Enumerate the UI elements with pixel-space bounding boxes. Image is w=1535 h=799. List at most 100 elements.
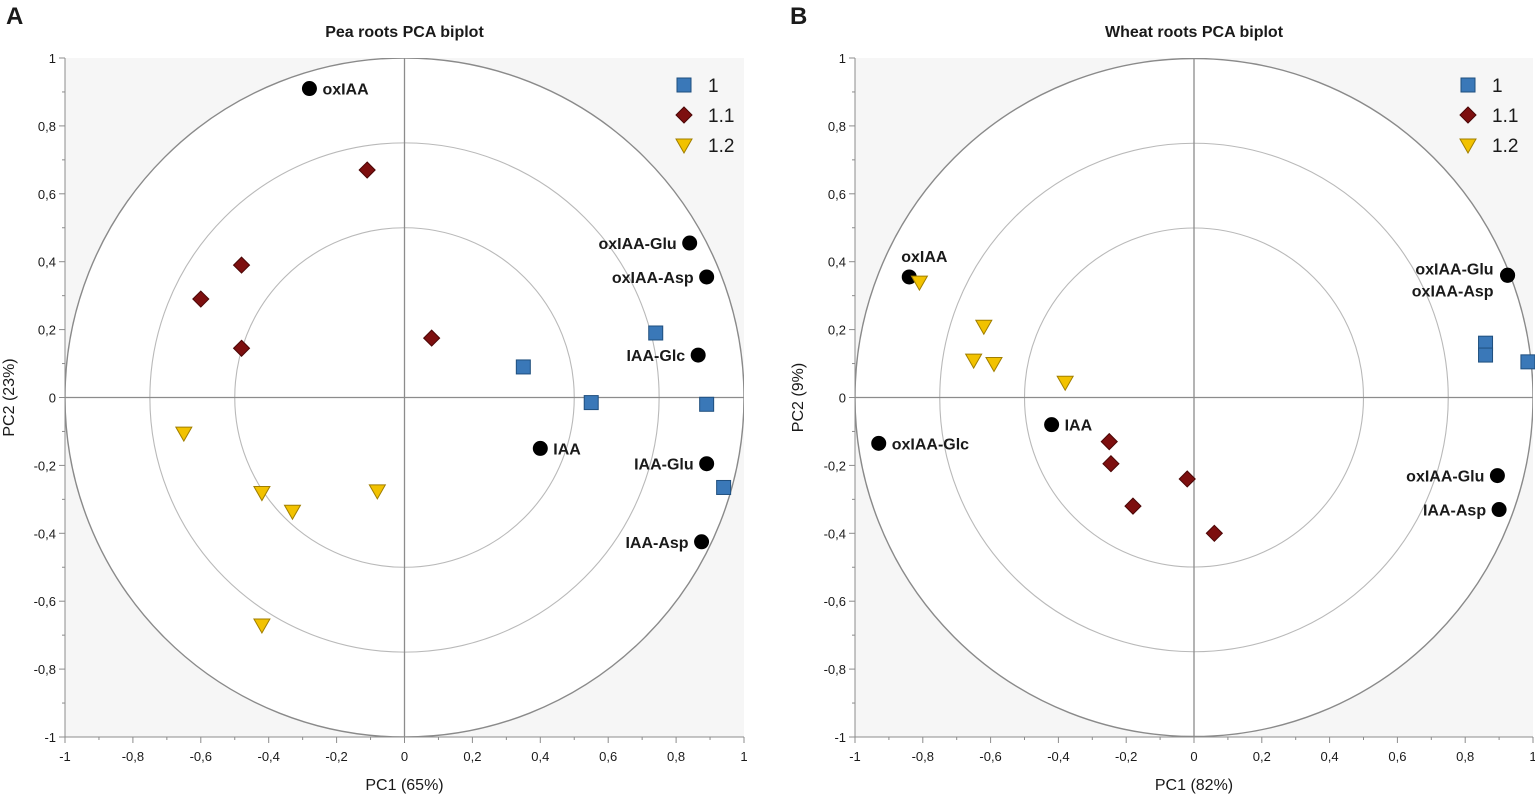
variable-point <box>699 269 715 285</box>
variable-label: oxIAA <box>322 82 369 99</box>
y-tick-label: 1 <box>839 51 846 66</box>
variable-point <box>532 440 548 456</box>
x-tick-label: 0,2 <box>463 749 481 764</box>
legend-label: 1 <box>708 76 719 97</box>
x-tick-label: -0,4 <box>257 749 279 764</box>
x-tick-label: 0,6 <box>599 749 617 764</box>
y-tick-label: -1 <box>834 730 846 745</box>
legend-label: 1.1 <box>1492 106 1518 127</box>
series-point-1 <box>716 479 732 495</box>
x-tick-label: 1 <box>1529 749 1535 764</box>
series-point-1-2 <box>964 353 983 370</box>
variable-label: oxIAA-Asp <box>1412 283 1494 300</box>
variable-point <box>1491 502 1507 518</box>
series-point-1-1 <box>358 161 376 179</box>
y-tick-label: 0,6 <box>828 187 846 202</box>
chart-title: Pea roots PCA biplot <box>325 24 484 41</box>
variable-point <box>1044 417 1060 433</box>
y-tick-label: 0,4 <box>828 255 846 270</box>
series-point-1-1 <box>232 339 251 357</box>
variable-label: oxIAA-Glc <box>892 436 969 453</box>
x-tick-label: 0,6 <box>1388 749 1406 764</box>
legend-label: 1.2 <box>708 136 734 157</box>
variable-label: oxIAA-Asp <box>612 270 694 287</box>
legend-marker-1-1 <box>675 106 693 124</box>
x-tick-label: -0,6 <box>190 749 212 764</box>
variable-point <box>694 534 710 550</box>
series-point-1-1 <box>1100 432 1118 451</box>
variable-label: IAA-Asp <box>625 535 688 552</box>
x-axis-title: PC1 (65%) <box>365 777 443 794</box>
x-tick-label: 0 <box>1190 749 1197 764</box>
y-tick-label: -0,4 <box>34 526 56 541</box>
x-tick-label: 0,8 <box>1456 749 1474 764</box>
y-tick-label: 0,4 <box>38 255 56 270</box>
y-tick-label: -0,6 <box>34 594 56 609</box>
panel-label: A <box>6 3 23 30</box>
legend-marker-1 <box>676 77 692 93</box>
y-tick-label: -0,6 <box>824 594 846 609</box>
series-point-1-1 <box>1178 470 1196 488</box>
x-tick-label: 0 <box>401 749 408 764</box>
series-point-1-2 <box>253 618 271 634</box>
x-tick-label: -0,2 <box>325 749 347 764</box>
y-tick-label: -1 <box>44 730 56 745</box>
x-tick-label: -0,8 <box>122 749 144 764</box>
variable-point <box>1489 468 1505 484</box>
x-tick-label: -0,8 <box>912 749 934 764</box>
y-tick-label: 1 <box>49 51 56 66</box>
variable-point <box>901 269 917 285</box>
x-tick-label: -1 <box>59 749 71 764</box>
x-tick-label: -1 <box>849 749 861 764</box>
chart-title: Wheat roots PCA biplot <box>1105 24 1284 41</box>
y-tick-label: -0,8 <box>824 662 846 677</box>
variable-label: IAA <box>553 441 581 458</box>
y-tick-label: 0,6 <box>38 187 56 202</box>
y-tick-label: 0 <box>839 391 846 406</box>
variable-point <box>301 81 317 97</box>
y-tick-label: 0 <box>49 391 56 406</box>
y-tick-label: -0,2 <box>824 458 846 473</box>
series-point-1-2 <box>174 426 193 443</box>
panel-label: B <box>790 3 807 30</box>
y-axis-title: PC2 (9%) <box>790 363 807 432</box>
y-tick-label: 0,2 <box>828 323 846 338</box>
y-tick-label: 0,8 <box>38 119 56 134</box>
variable-label: oxIAA-Glu <box>598 236 676 253</box>
series-point-1-1 <box>232 256 251 274</box>
series-point-1 <box>648 325 664 341</box>
legend-label: 1 <box>1492 76 1503 97</box>
variable-point <box>699 456 715 472</box>
legend-marker-1-2 <box>1459 138 1477 155</box>
series-point-1-2 <box>910 275 929 292</box>
series-point-1-2 <box>283 504 302 521</box>
series-point-1 <box>515 359 531 375</box>
variable-label: IAA-Asp <box>1423 503 1486 520</box>
panel-b-wheat-roots: B Wheat roots PCA biplot 1 0,8 0,6 0,4 0,2 0 -0,… <box>790 3 1535 794</box>
series-point-1 <box>1478 347 1494 363</box>
y-tick-label: 0,2 <box>38 323 56 338</box>
legend-label: 1.1 <box>708 106 734 127</box>
y-tick-label: -0,4 <box>824 526 846 541</box>
series-point-1 <box>1520 354 1535 370</box>
x-tick-label: 1 <box>740 749 747 764</box>
legend-marker-1-1 <box>1459 106 1477 124</box>
panel-a-pea-roots: A Pea roots PCA biplot 1 0,8 0,6 0,4 0,2 0 -0,2 -… <box>1 3 748 794</box>
x-tick-label: -0,2 <box>1115 749 1137 764</box>
series-point-1-1 <box>422 329 441 347</box>
variable-label: IAA-Glc <box>626 348 685 365</box>
variable-point <box>690 347 706 363</box>
variable-point <box>1500 267 1516 283</box>
series-point-1 <box>699 396 715 412</box>
series-point-1-2 <box>974 319 993 336</box>
legend-marker-1-2 <box>675 138 693 155</box>
series-point-1-2 <box>368 484 387 500</box>
variable-point <box>871 435 887 451</box>
x-tick-label: 0,4 <box>531 749 549 764</box>
variable-label: oxIAA-Glu <box>1415 261 1493 278</box>
y-tick-label: 0,8 <box>828 119 846 134</box>
x-tick-label: 0,2 <box>1253 749 1271 764</box>
x-tick-label: -0,4 <box>1047 749 1069 764</box>
